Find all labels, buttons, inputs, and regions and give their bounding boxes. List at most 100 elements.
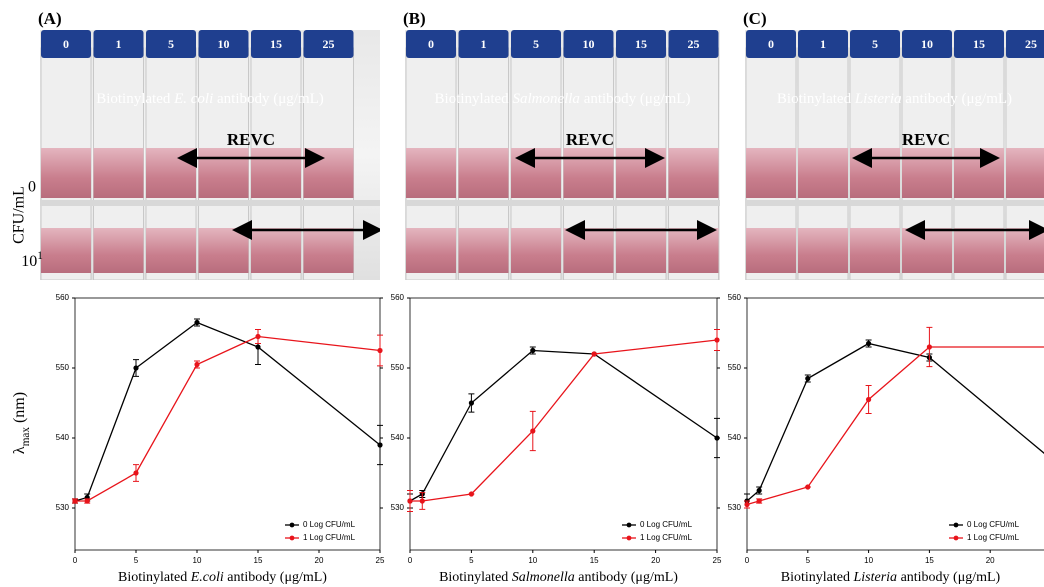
text-part: max [20, 427, 32, 447]
plot-frame [747, 298, 1044, 550]
legend-marker [290, 536, 295, 541]
photo: 015101525Biotinylated Listeria antibody … [745, 30, 1044, 280]
point [805, 484, 810, 489]
text-part: antibody (μg/mL) [213, 91, 324, 107]
cap-label: 10 [218, 37, 230, 51]
x-tick-label: 25 [376, 556, 385, 565]
legend-marker [954, 523, 959, 528]
text-part: Salmonella [512, 91, 580, 107]
liquid [954, 228, 1004, 273]
liquid [199, 228, 249, 273]
legend-label: 1 Log CFU/mL [303, 533, 356, 542]
legend-label: 0 Log CFU/mL [303, 520, 356, 529]
point [377, 348, 382, 353]
point [744, 502, 749, 507]
y-tick-label: 540 [56, 433, 70, 442]
point [927, 344, 932, 349]
cap-label: 25 [1025, 37, 1037, 51]
chart: 5305405505600510152025Biotinylated E.col… [56, 293, 385, 585]
point [530, 428, 535, 433]
liquid [41, 148, 91, 198]
x-tick-label: 25 [713, 556, 722, 565]
cap-label: 25 [688, 37, 700, 51]
cap-label: 0 [428, 37, 434, 51]
liquid [199, 148, 249, 198]
legend-label: 1 Log CFU/mL [967, 533, 1020, 542]
x-tick-label: 5 [806, 556, 811, 565]
cap-label: 10 [583, 37, 595, 51]
arrow-label: REVC [566, 130, 614, 149]
liquid [954, 148, 1004, 198]
point [194, 362, 199, 367]
point [85, 498, 90, 503]
legend-label: 1 Log CFU/mL [640, 533, 693, 542]
liquid [251, 228, 301, 273]
panel-label: (A) [38, 9, 62, 28]
point [255, 334, 260, 339]
text-part: Listeria [854, 91, 902, 107]
text-part: 10 [21, 253, 37, 270]
text-part: Salmonella [512, 570, 575, 585]
plot [407, 330, 720, 512]
x-tick-label: 20 [986, 556, 995, 565]
y-tick-label: 550 [728, 363, 742, 372]
cap-label: 0 [768, 37, 774, 51]
legend-marker [627, 523, 632, 528]
point [469, 491, 474, 496]
y-tick-label: 540 [391, 433, 405, 442]
cap-label: 0 [63, 37, 69, 51]
divider [405, 200, 720, 206]
x-tick-label: 0 [408, 556, 413, 565]
chart: 53054055056005101520Biotinylated Listeri… [728, 293, 1044, 585]
y-tick-label: 530 [56, 503, 70, 512]
plot-frame [410, 298, 717, 550]
point [194, 320, 199, 325]
x-axis-label: Biotinylated Listeria antibody (μg/mL) [781, 570, 1001, 585]
series-line [410, 340, 717, 501]
cap-label: 15 [973, 37, 985, 51]
point [714, 337, 719, 342]
text-part: antibody (μg/mL) [580, 91, 691, 107]
point [805, 376, 810, 381]
text-part: Biotinylated [777, 91, 855, 107]
row-label: 0 [28, 179, 36, 196]
legend-marker [954, 536, 959, 541]
y-tick-label: 550 [56, 363, 70, 372]
liquid [564, 228, 614, 273]
liquid [94, 228, 144, 273]
text-part: E. coli [173, 91, 213, 107]
liquid [41, 228, 91, 273]
point [530, 348, 535, 353]
text-part: Listeria [852, 570, 897, 585]
liquid [406, 228, 456, 273]
liquid [850, 228, 900, 273]
panel-label: (C) [743, 9, 767, 28]
text-part: antibody (μg/mL) [902, 91, 1013, 107]
point [592, 351, 597, 356]
point [420, 498, 425, 503]
text-part: antibody (μg/mL) [224, 570, 327, 585]
liquid [669, 148, 719, 198]
page: 015101525Biotinylated E. coli antibody (… [0, 0, 1044, 587]
text-part: 1 [37, 250, 43, 262]
liquid [146, 228, 196, 273]
text-part: antibody (μg/mL) [575, 570, 678, 585]
photo-title: Biotinylated Listeria antibody (μg/mL) [777, 91, 1012, 107]
liquid [459, 148, 509, 198]
legend-label: 0 Log CFU/mL [967, 520, 1020, 529]
liquid [251, 148, 301, 198]
liquid [146, 148, 196, 198]
text-part: (nm) [11, 392, 28, 427]
point [72, 498, 77, 503]
liquid [94, 148, 144, 198]
x-axis-label: Biotinylated E.coli antibody (μg/mL) [118, 570, 327, 585]
point [866, 341, 871, 346]
cap-label: 1 [481, 37, 487, 51]
cap-label: 1 [820, 37, 826, 51]
y-tick-label: 560 [56, 293, 70, 302]
y-tick-label: 560 [728, 293, 742, 302]
liquid [511, 148, 561, 198]
x-tick-label: 0 [73, 556, 78, 565]
x-tick-label: 20 [315, 556, 324, 565]
